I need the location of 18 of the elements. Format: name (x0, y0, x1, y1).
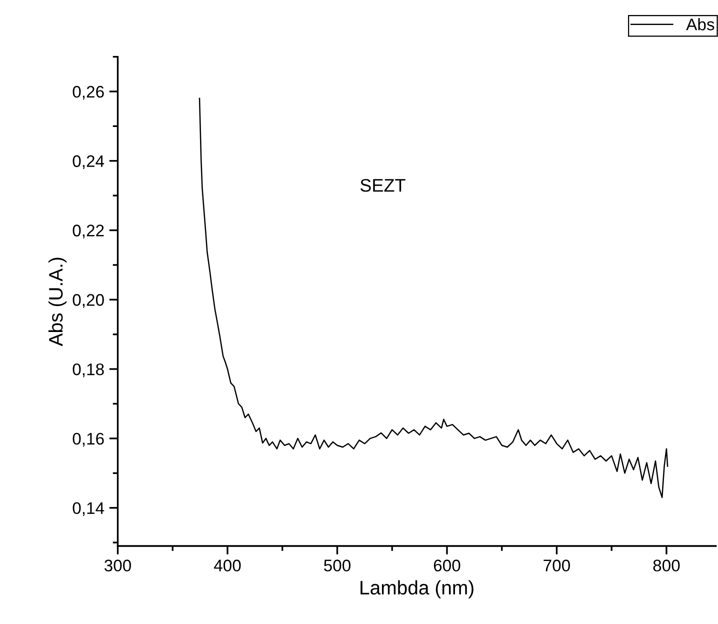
y-tick-label: 0,16 (72, 432, 104, 447)
x-axis-title: Lambda (nm) (360, 580, 474, 598)
legend-label: Abs (686, 18, 714, 30)
y-tick-label: 0,24 (72, 155, 104, 170)
y-tick-label: 0,18 (72, 363, 104, 378)
y-tick-label: 0,20 (72, 294, 104, 308)
annotation: SEZT (360, 178, 406, 192)
x-tick-label: 700 (544, 560, 570, 572)
x-tick-label: 500 (324, 560, 350, 572)
x-tick-label: 600 (434, 560, 460, 572)
x-tick-label: 400 (214, 560, 241, 572)
y-tick-label: 0,14 (72, 502, 104, 516)
y-tick-label: 0,26 (72, 86, 104, 100)
line-series (198, 98, 668, 498)
y-axis-title: Abs (U.A.) (48, 258, 67, 346)
y-tick-label: 0,22 (72, 224, 104, 238)
x-tick-label: 800 (653, 560, 680, 572)
x-tick-label: 300 (104, 560, 132, 572)
